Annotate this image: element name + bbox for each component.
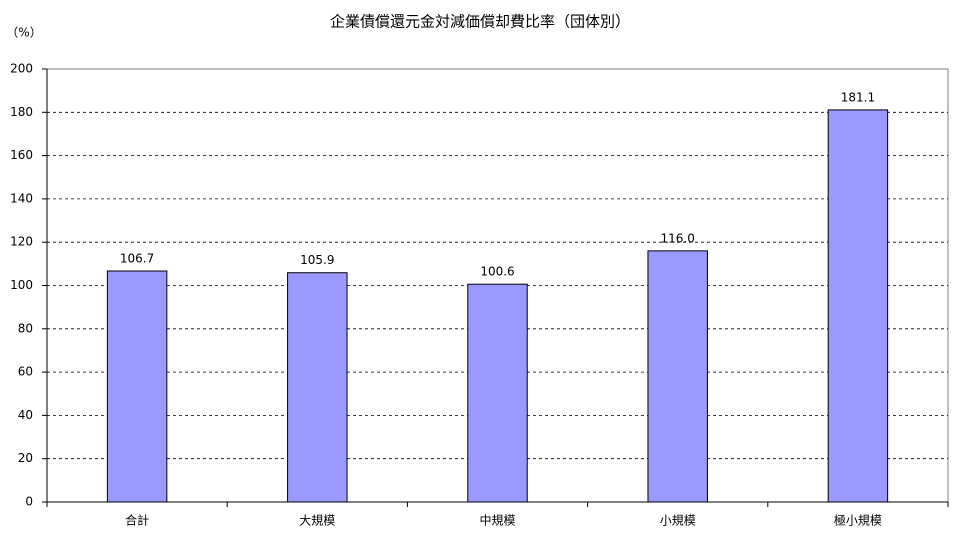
x-tick-label: 小規模 <box>660 513 696 528</box>
y-tick-label: 120 <box>10 235 33 249</box>
y-tick-label: 0 <box>25 495 33 509</box>
data-label: 181.1 <box>841 90 875 104</box>
y-tick-label: 140 <box>10 191 33 205</box>
data-label: 106.7 <box>120 251 154 265</box>
x-tick-label: 大規模 <box>299 513 335 528</box>
bar <box>647 250 708 503</box>
x-tick-label: 合計 <box>125 513 149 528</box>
y-tick-label: 60 <box>18 365 33 379</box>
data-label: 100.6 <box>480 265 514 279</box>
x-tick-label: 極小規模 <box>834 513 882 528</box>
y-tick-label: 80 <box>18 321 33 335</box>
y-tick-label: 20 <box>18 451 33 465</box>
chart-title: 企業債償還元金対減価償却費比率（団体別） <box>330 13 630 31</box>
bar <box>827 109 889 503</box>
x-tick-label: 中規模 <box>479 513 515 528</box>
y-tick-label: 100 <box>10 278 33 292</box>
bar <box>467 283 528 503</box>
y-tick-label: 160 <box>10 148 33 162</box>
y-axis-label: （%） <box>6 26 41 40</box>
y-tick-label: 180 <box>10 105 33 119</box>
y-tick-label: 200 <box>10 62 33 76</box>
y-tick-label: 40 <box>18 408 33 422</box>
bar <box>287 272 348 503</box>
data-label: 116.0 <box>661 231 695 245</box>
bar <box>106 270 168 503</box>
data-label: 105.9 <box>300 253 334 267</box>
